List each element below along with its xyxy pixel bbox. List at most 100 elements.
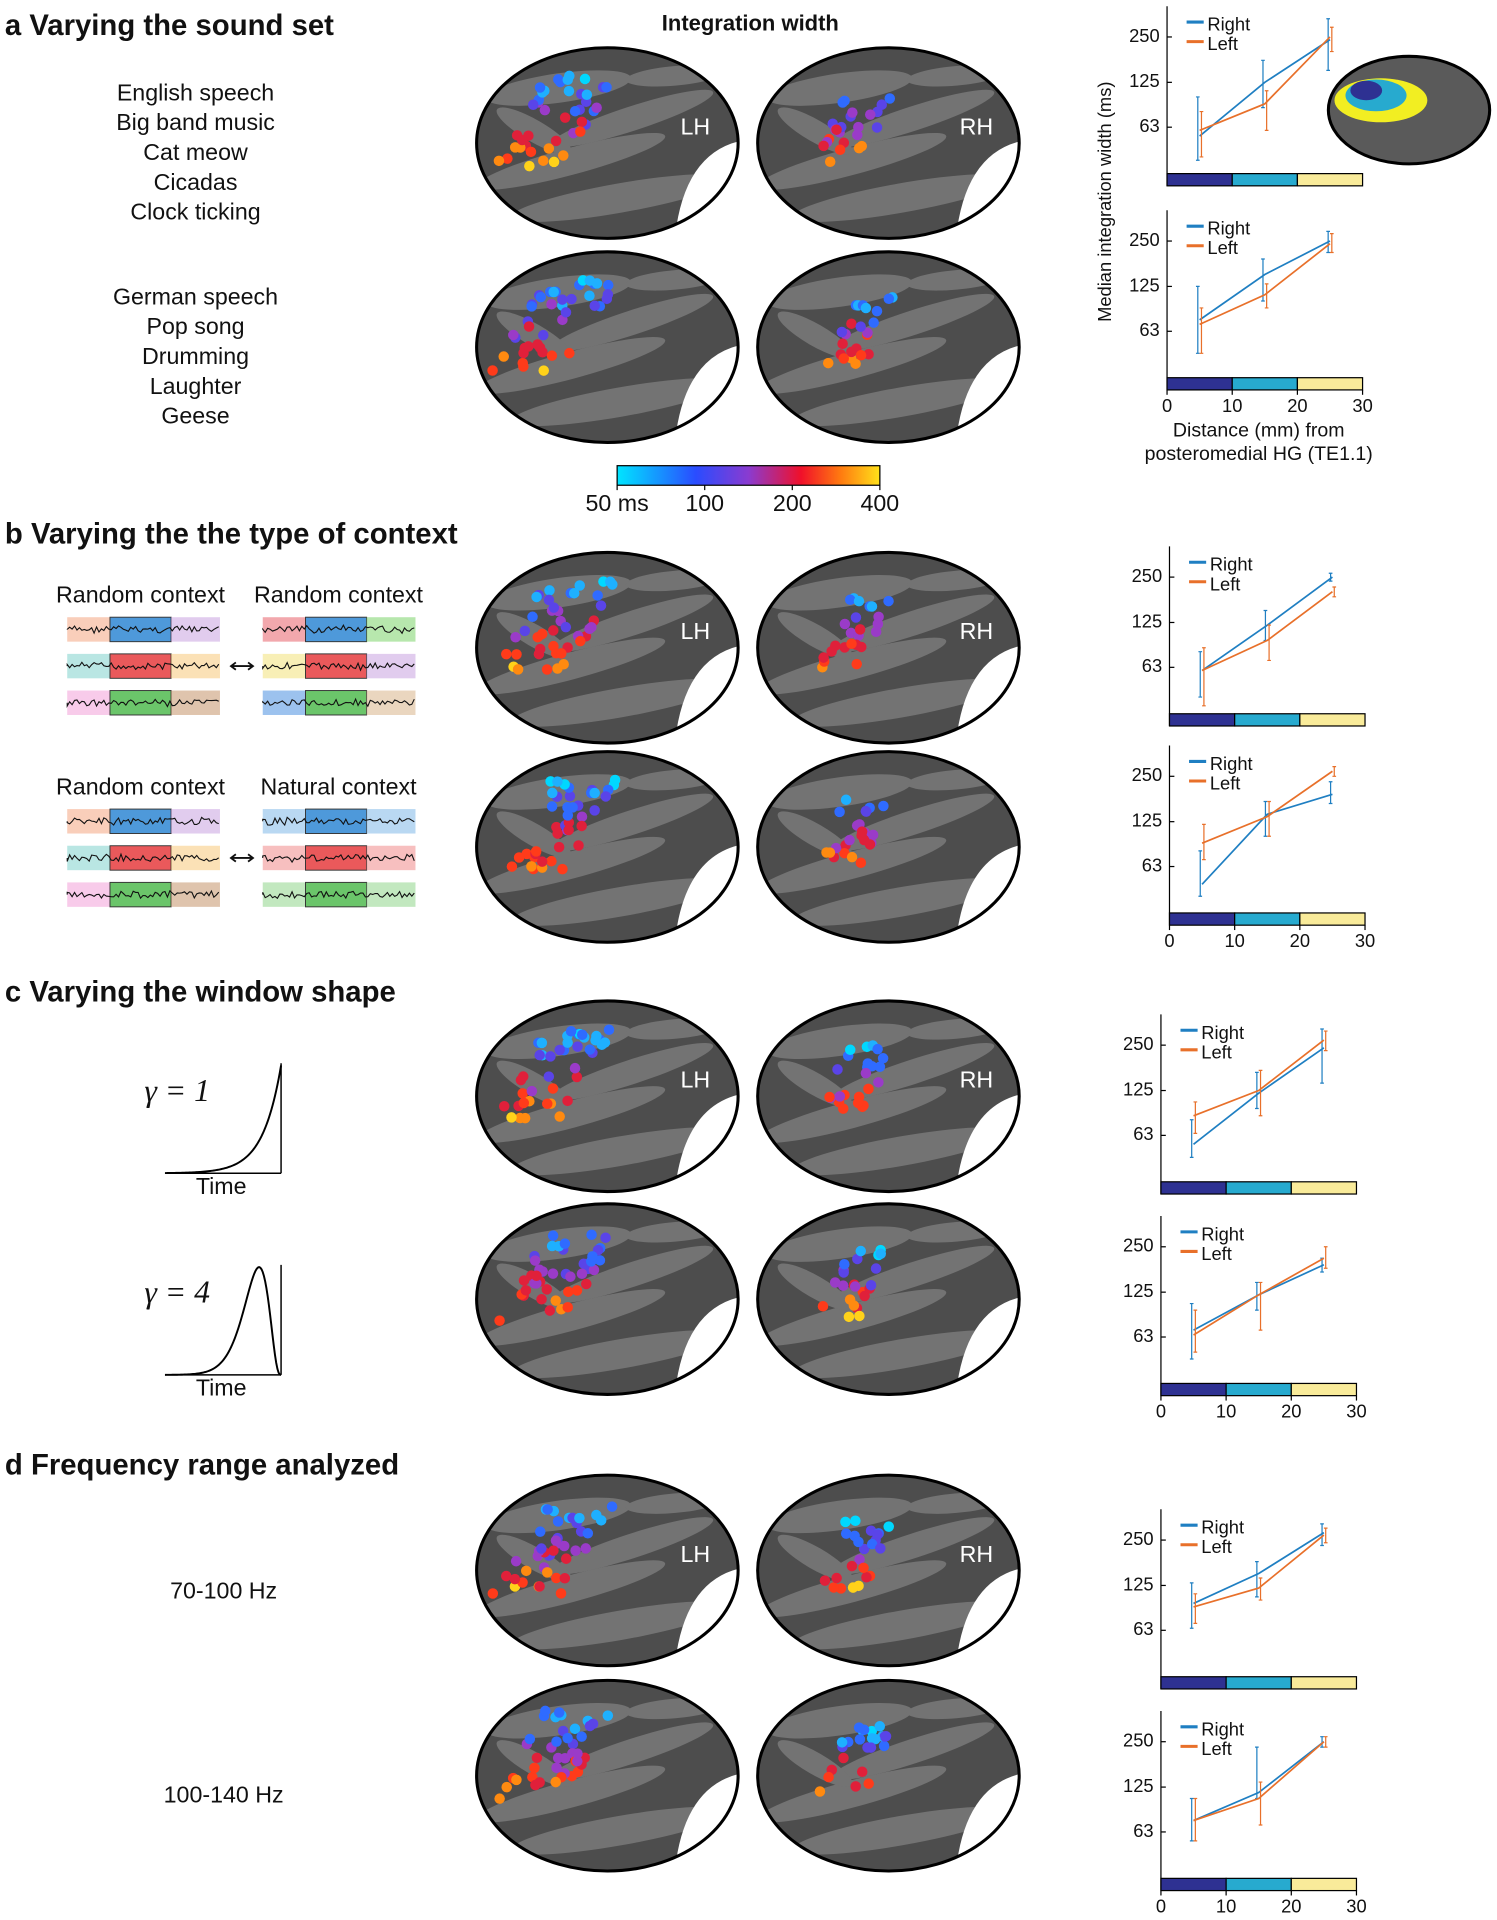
error-bar bbox=[1198, 651, 1203, 698]
electrode bbox=[819, 1575, 831, 1586]
y-tick-label: 125 bbox=[1123, 1775, 1154, 1796]
gyrus bbox=[766, 1702, 913, 1739]
electrode bbox=[839, 1258, 850, 1270]
colorbar-label: 400 bbox=[861, 490, 900, 516]
error-bar bbox=[1332, 586, 1337, 598]
gyrus bbox=[792, 678, 1009, 727]
legend-label: Right bbox=[1207, 14, 1250, 35]
x-tick-label: 30 bbox=[1352, 395, 1372, 416]
legend-label: Right bbox=[1201, 1223, 1244, 1244]
electrode bbox=[836, 1737, 848, 1748]
electrode bbox=[878, 1740, 890, 1752]
legend-label: Right bbox=[1207, 218, 1250, 239]
electrode bbox=[513, 852, 525, 863]
sound-name: Big band music bbox=[116, 109, 275, 135]
distance-band bbox=[1225, 1676, 1292, 1690]
electrode bbox=[562, 810, 574, 821]
electrode bbox=[524, 1733, 536, 1745]
panel-title-text: Varying the window shape bbox=[29, 975, 395, 1008]
electrode bbox=[866, 1061, 878, 1072]
y-tick-label: 125 bbox=[1123, 1280, 1154, 1301]
error-bar bbox=[1264, 283, 1269, 309]
panel-title-text: Frequency range analyzed bbox=[31, 1448, 399, 1481]
gyrus bbox=[831, 594, 995, 653]
electrode bbox=[557, 863, 568, 875]
sound-name: Pop song bbox=[147, 313, 245, 339]
electrode bbox=[487, 1588, 499, 1599]
gyrus bbox=[757, 1086, 947, 1144]
y-tick-label: 125 bbox=[1132, 610, 1163, 631]
gyrus bbox=[511, 174, 728, 223]
electrode bbox=[569, 1062, 581, 1074]
brain-outline bbox=[475, 1202, 740, 1396]
electrode bbox=[559, 1573, 571, 1584]
electrode bbox=[538, 155, 549, 166]
electrode bbox=[512, 664, 524, 675]
y-tick-label: 125 bbox=[1129, 274, 1160, 295]
electrode bbox=[517, 1088, 528, 1099]
electrode bbox=[849, 1281, 861, 1292]
series-line bbox=[1193, 1741, 1325, 1822]
electrode bbox=[501, 648, 512, 660]
error-bar bbox=[1258, 1281, 1263, 1331]
y-tick-label: 63 bbox=[1142, 854, 1162, 875]
electrode bbox=[498, 1100, 510, 1112]
gyrus bbox=[777, 1534, 853, 1582]
legend-label: Left bbox=[1207, 33, 1238, 54]
error-bar bbox=[1320, 1736, 1324, 1748]
electrode bbox=[581, 1278, 592, 1290]
error-bar bbox=[1202, 823, 1206, 861]
gyrus bbox=[777, 1263, 853, 1311]
electrode bbox=[853, 1722, 865, 1733]
electrode bbox=[559, 112, 571, 123]
series-line bbox=[1199, 240, 1331, 321]
electrode bbox=[836, 326, 848, 338]
error-bar bbox=[1199, 110, 1204, 158]
electrode bbox=[498, 351, 509, 362]
context-label: Natural context bbox=[260, 773, 417, 799]
context-segment bbox=[109, 616, 172, 643]
gyrus bbox=[476, 1086, 666, 1144]
sound-name: Drumming bbox=[142, 343, 249, 369]
panel-title: d Frequency range analyzed bbox=[5, 1448, 399, 1481]
colorbar bbox=[616, 465, 881, 486]
colorbar-label: 100 bbox=[685, 490, 724, 516]
legend-label: Right bbox=[1210, 554, 1253, 575]
error-bar bbox=[1193, 1309, 1198, 1353]
electrode bbox=[876, 99, 888, 110]
y-tick-label: 63 bbox=[1139, 115, 1159, 136]
electrode bbox=[574, 580, 585, 591]
electrode bbox=[546, 855, 557, 867]
gyrus bbox=[511, 1330, 728, 1379]
gyrus bbox=[476, 637, 666, 695]
electrode bbox=[873, 611, 884, 623]
electrode bbox=[536, 856, 548, 867]
electrode bbox=[850, 1781, 861, 1792]
electrode bbox=[839, 618, 851, 630]
gyrus bbox=[511, 1806, 728, 1855]
gyrus bbox=[831, 1722, 995, 1781]
electrode bbox=[844, 594, 856, 606]
legend-label: Left bbox=[1201, 1041, 1232, 1062]
electrode bbox=[605, 576, 616, 588]
electrode bbox=[854, 624, 866, 635]
sound-name: Geese bbox=[161, 403, 229, 429]
electrode bbox=[566, 293, 577, 305]
electrode bbox=[548, 1545, 559, 1556]
waveform bbox=[66, 698, 219, 709]
electrode bbox=[538, 365, 549, 376]
electrode bbox=[828, 1582, 839, 1593]
electrode bbox=[865, 1279, 877, 1291]
electrode bbox=[534, 1581, 545, 1592]
context-segment bbox=[171, 882, 220, 907]
gyrus bbox=[511, 1127, 728, 1176]
x-tick-label: 0 bbox=[1156, 1401, 1166, 1422]
error-bar bbox=[1261, 258, 1265, 302]
electrode bbox=[547, 1268, 559, 1279]
electrode bbox=[834, 806, 845, 818]
electrode bbox=[602, 279, 614, 291]
panel-label: a bbox=[5, 9, 22, 42]
electrode bbox=[865, 109, 876, 120]
x-tick-label: 30 bbox=[1346, 1401, 1366, 1422]
